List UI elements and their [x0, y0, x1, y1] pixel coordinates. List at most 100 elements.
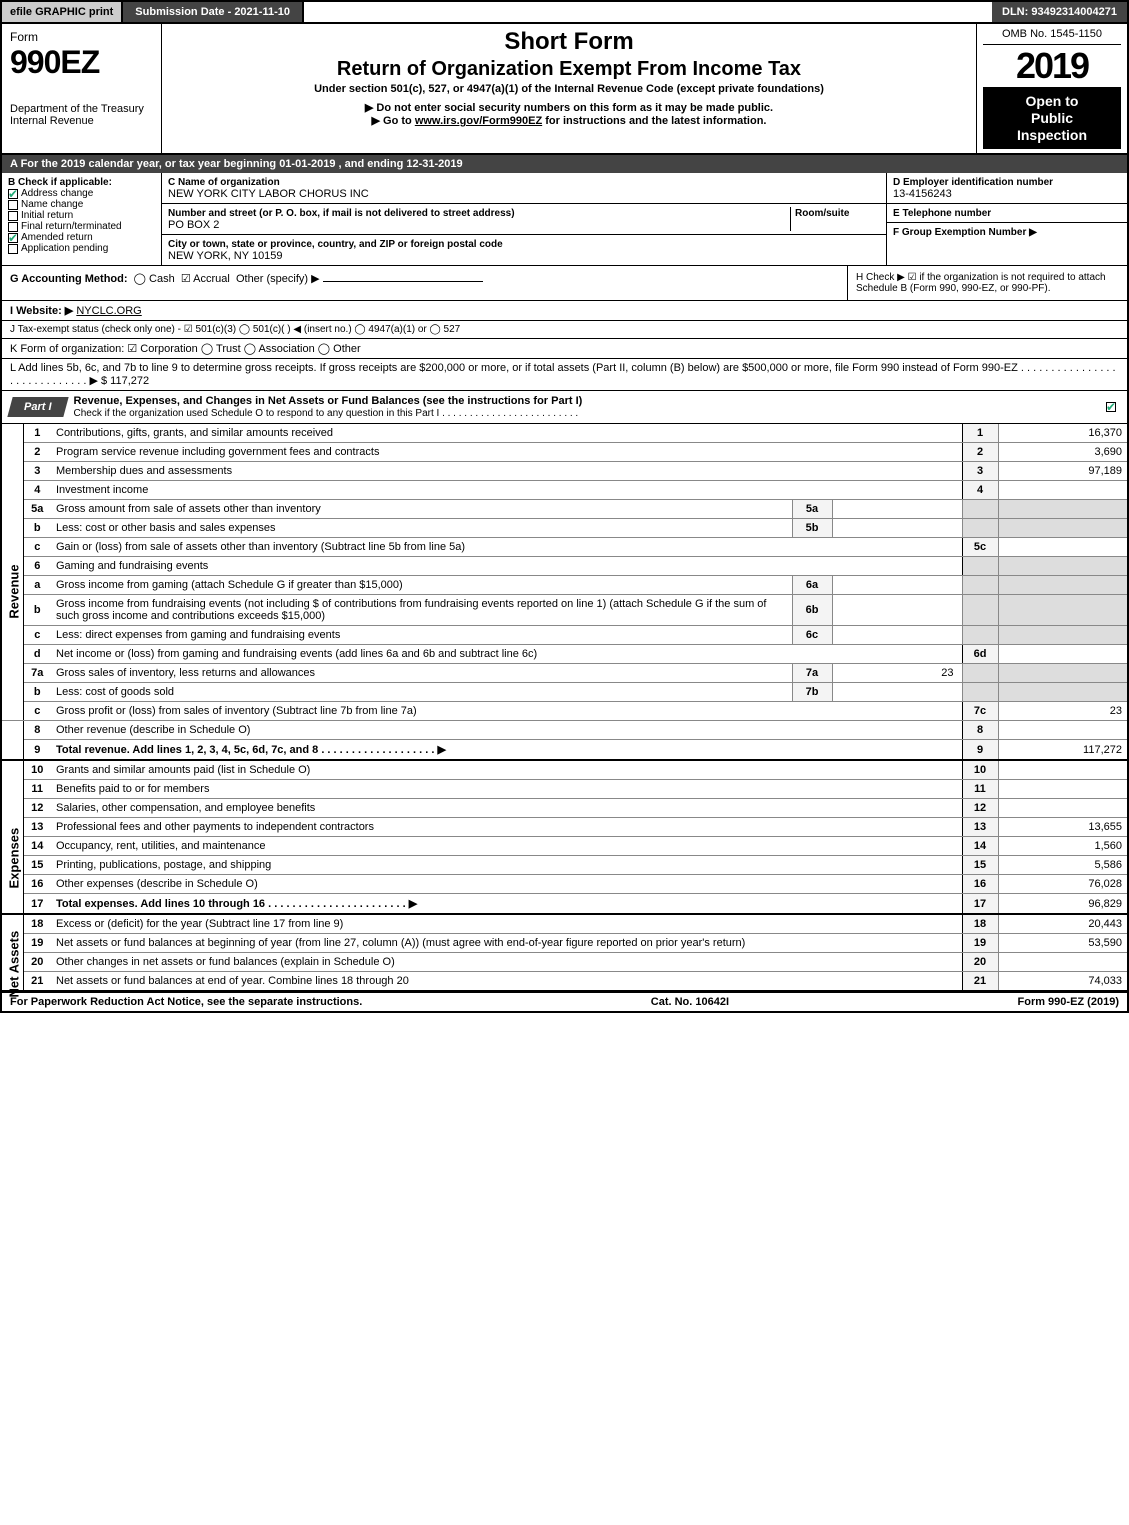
f-label: F Group Exemption Number ▶: [893, 227, 1037, 238]
line-desc: Professional fees and other payments to …: [51, 818, 962, 837]
part1-table: Revenue 1 Contributions, gifts, grants, …: [0, 424, 1129, 992]
line-value: 13,655: [998, 818, 1128, 837]
c-label: C Name of organization: [168, 177, 280, 188]
entity-info-grid: B Check if applicable: Address change Na…: [0, 173, 1129, 266]
line-refnum: 13: [962, 818, 998, 837]
open-line3: Inspection: [987, 127, 1117, 144]
line-desc: Gross sales of inventory, less returns a…: [51, 664, 792, 683]
l-val: 117,272: [110, 375, 149, 387]
row-a-tax-year: A For the 2019 calendar year, or tax yea…: [0, 155, 1129, 173]
line-refnum: 7c: [962, 702, 998, 721]
d-label: D Employer identification number: [893, 177, 1053, 188]
row-l-gross-receipts: L Add lines 5b, 6c, and 7b to line 9 to …: [0, 359, 1129, 391]
line-value: 5,586: [998, 856, 1128, 875]
cb-label: Address change: [21, 188, 93, 199]
line-value: 96,829: [998, 894, 1128, 915]
line-desc: Net income or (loss) from gaming and fun…: [51, 645, 962, 664]
line-value: [998, 645, 1128, 664]
cb-name-change[interactable]: Name change: [8, 199, 155, 210]
top-bar: efile GRAPHIC print Submission Date - 20…: [0, 0, 1129, 24]
cb-label: Initial return: [21, 210, 73, 221]
return-title: Return of Organization Exempt From Incom…: [170, 58, 968, 81]
line-desc: Gaming and fundraising events: [51, 557, 962, 576]
form-title-block: Short Form Return of Organization Exempt…: [162, 24, 977, 153]
line-desc: Less: direct expenses from gaming and fu…: [51, 626, 792, 645]
city-cell: City or town, state or province, country…: [162, 235, 886, 265]
line-value: [998, 799, 1128, 818]
subtitle: Under section 501(c), 527, or 4947(a)(1)…: [170, 83, 968, 95]
col-de: D Employer identification number 13-4156…: [887, 173, 1127, 265]
line-refnum: 3: [962, 462, 998, 481]
cb-label: Application pending: [21, 243, 108, 254]
line-desc: Other revenue (describe in Schedule O): [51, 721, 962, 740]
line-value: [998, 721, 1128, 740]
line-desc: Benefits paid to or for members: [51, 780, 962, 799]
sub-val: [832, 595, 962, 626]
group-exemption-cell: F Group Exemption Number ▶: [887, 223, 1127, 241]
line-desc: Gain or (loss) from sale of assets other…: [51, 538, 962, 557]
line-desc: Excess or (deficit) for the year (Subtra…: [51, 914, 962, 934]
submission-date-tab: Submission Date - 2021-11-10: [123, 2, 304, 22]
room-label: Room/suite: [795, 208, 849, 219]
sub-num: 6b: [792, 595, 832, 626]
cb-address-change[interactable]: Address change: [8, 188, 155, 199]
g-other[interactable]: Other (specify) ▶: [236, 273, 320, 285]
accounting-method: G Accounting Method: ◯ Cash ☑ Accrual Ot…: [2, 266, 847, 300]
website-link[interactable]: NYCLC.ORG: [76, 305, 141, 317]
line-desc: Program service revenue including govern…: [51, 443, 962, 462]
addr-label: Number and street (or P. O. box, if mail…: [168, 208, 515, 219]
ein-cell: D Employer identification number 13-4156…: [887, 173, 1127, 204]
form-990ez-label: 990EZ: [10, 44, 153, 81]
line-desc: Other changes in net assets or fund bala…: [51, 953, 962, 972]
line-refnum: 5c: [962, 538, 998, 557]
year-block: OMB No. 1545-1150 2019 Open to Public In…: [977, 24, 1127, 153]
line-desc: Gross income from fundraising events (no…: [51, 595, 792, 626]
line-refnum: 18: [962, 914, 998, 934]
org-name-cell: C Name of organization NEW YORK CITY LAB…: [162, 173, 886, 204]
line-desc: Contributions, gifts, grants, and simila…: [51, 424, 962, 443]
phone-cell: E Telephone number: [887, 204, 1127, 223]
line-refnum: 2: [962, 443, 998, 462]
efile-print-tab[interactable]: efile GRAPHIC print: [2, 2, 123, 22]
sub-num: 6a: [792, 576, 832, 595]
line-refnum: 9: [962, 740, 998, 761]
net-assets-tab: Net Assets: [1, 914, 23, 991]
line-desc: Grants and similar amounts paid (list in…: [51, 760, 962, 780]
g-accrual[interactable]: Accrual: [193, 273, 230, 285]
cb-initial-return[interactable]: Initial return: [8, 210, 155, 221]
address-cell: Number and street (or P. O. box, if mail…: [162, 204, 886, 235]
line-refnum: 14: [962, 837, 998, 856]
line-value: 16,370: [998, 424, 1128, 443]
expenses-tab: Expenses: [1, 760, 23, 914]
line-value: 20,443: [998, 914, 1128, 934]
part1-schedule-o-check[interactable]: [1106, 401, 1127, 413]
line-desc: Printing, publications, postage, and shi…: [51, 856, 962, 875]
line-value: 97,189: [998, 462, 1128, 481]
form-word: Form: [10, 30, 153, 44]
sub-num: 6c: [792, 626, 832, 645]
page-footer: For Paperwork Reduction Act Notice, see …: [0, 992, 1129, 1013]
goto-line: ▶ Go to www.irs.gov/Form990EZ for instru…: [170, 114, 968, 127]
line-desc: Net assets or fund balances at end of ye…: [51, 972, 962, 992]
row-j-tax-exempt: J Tax-exempt status (check only one) - ☑…: [0, 321, 1129, 339]
irs-label: Internal Revenue: [10, 115, 153, 127]
schedule-b-check: H Check ▶ ☑ if the organization is not r…: [847, 266, 1127, 300]
open-line2: Public: [987, 110, 1117, 127]
irs-link[interactable]: www.irs.gov/Form990EZ: [415, 115, 542, 127]
col-c-org-info: C Name of organization NEW YORK CITY LAB…: [162, 173, 887, 265]
g-cash[interactable]: Cash: [149, 273, 175, 285]
cb-amended-return[interactable]: Amended return: [8, 232, 155, 243]
cb-label: Amended return: [21, 232, 93, 243]
line-desc: Salaries, other compensation, and employ…: [51, 799, 962, 818]
cb-final-return[interactable]: Final return/terminated: [8, 221, 155, 232]
line-value: [998, 780, 1128, 799]
form-version: Form 990-EZ (2019): [1018, 996, 1119, 1008]
cb-application-pending[interactable]: Application pending: [8, 243, 155, 254]
sub-val: [832, 626, 962, 645]
line-value: [998, 953, 1128, 972]
line-refnum: 15: [962, 856, 998, 875]
sub-val: [832, 500, 962, 519]
catalog-number: Cat. No. 10642I: [651, 996, 729, 1008]
line-desc: Membership dues and assessments: [51, 462, 962, 481]
sub-num: 5a: [792, 500, 832, 519]
